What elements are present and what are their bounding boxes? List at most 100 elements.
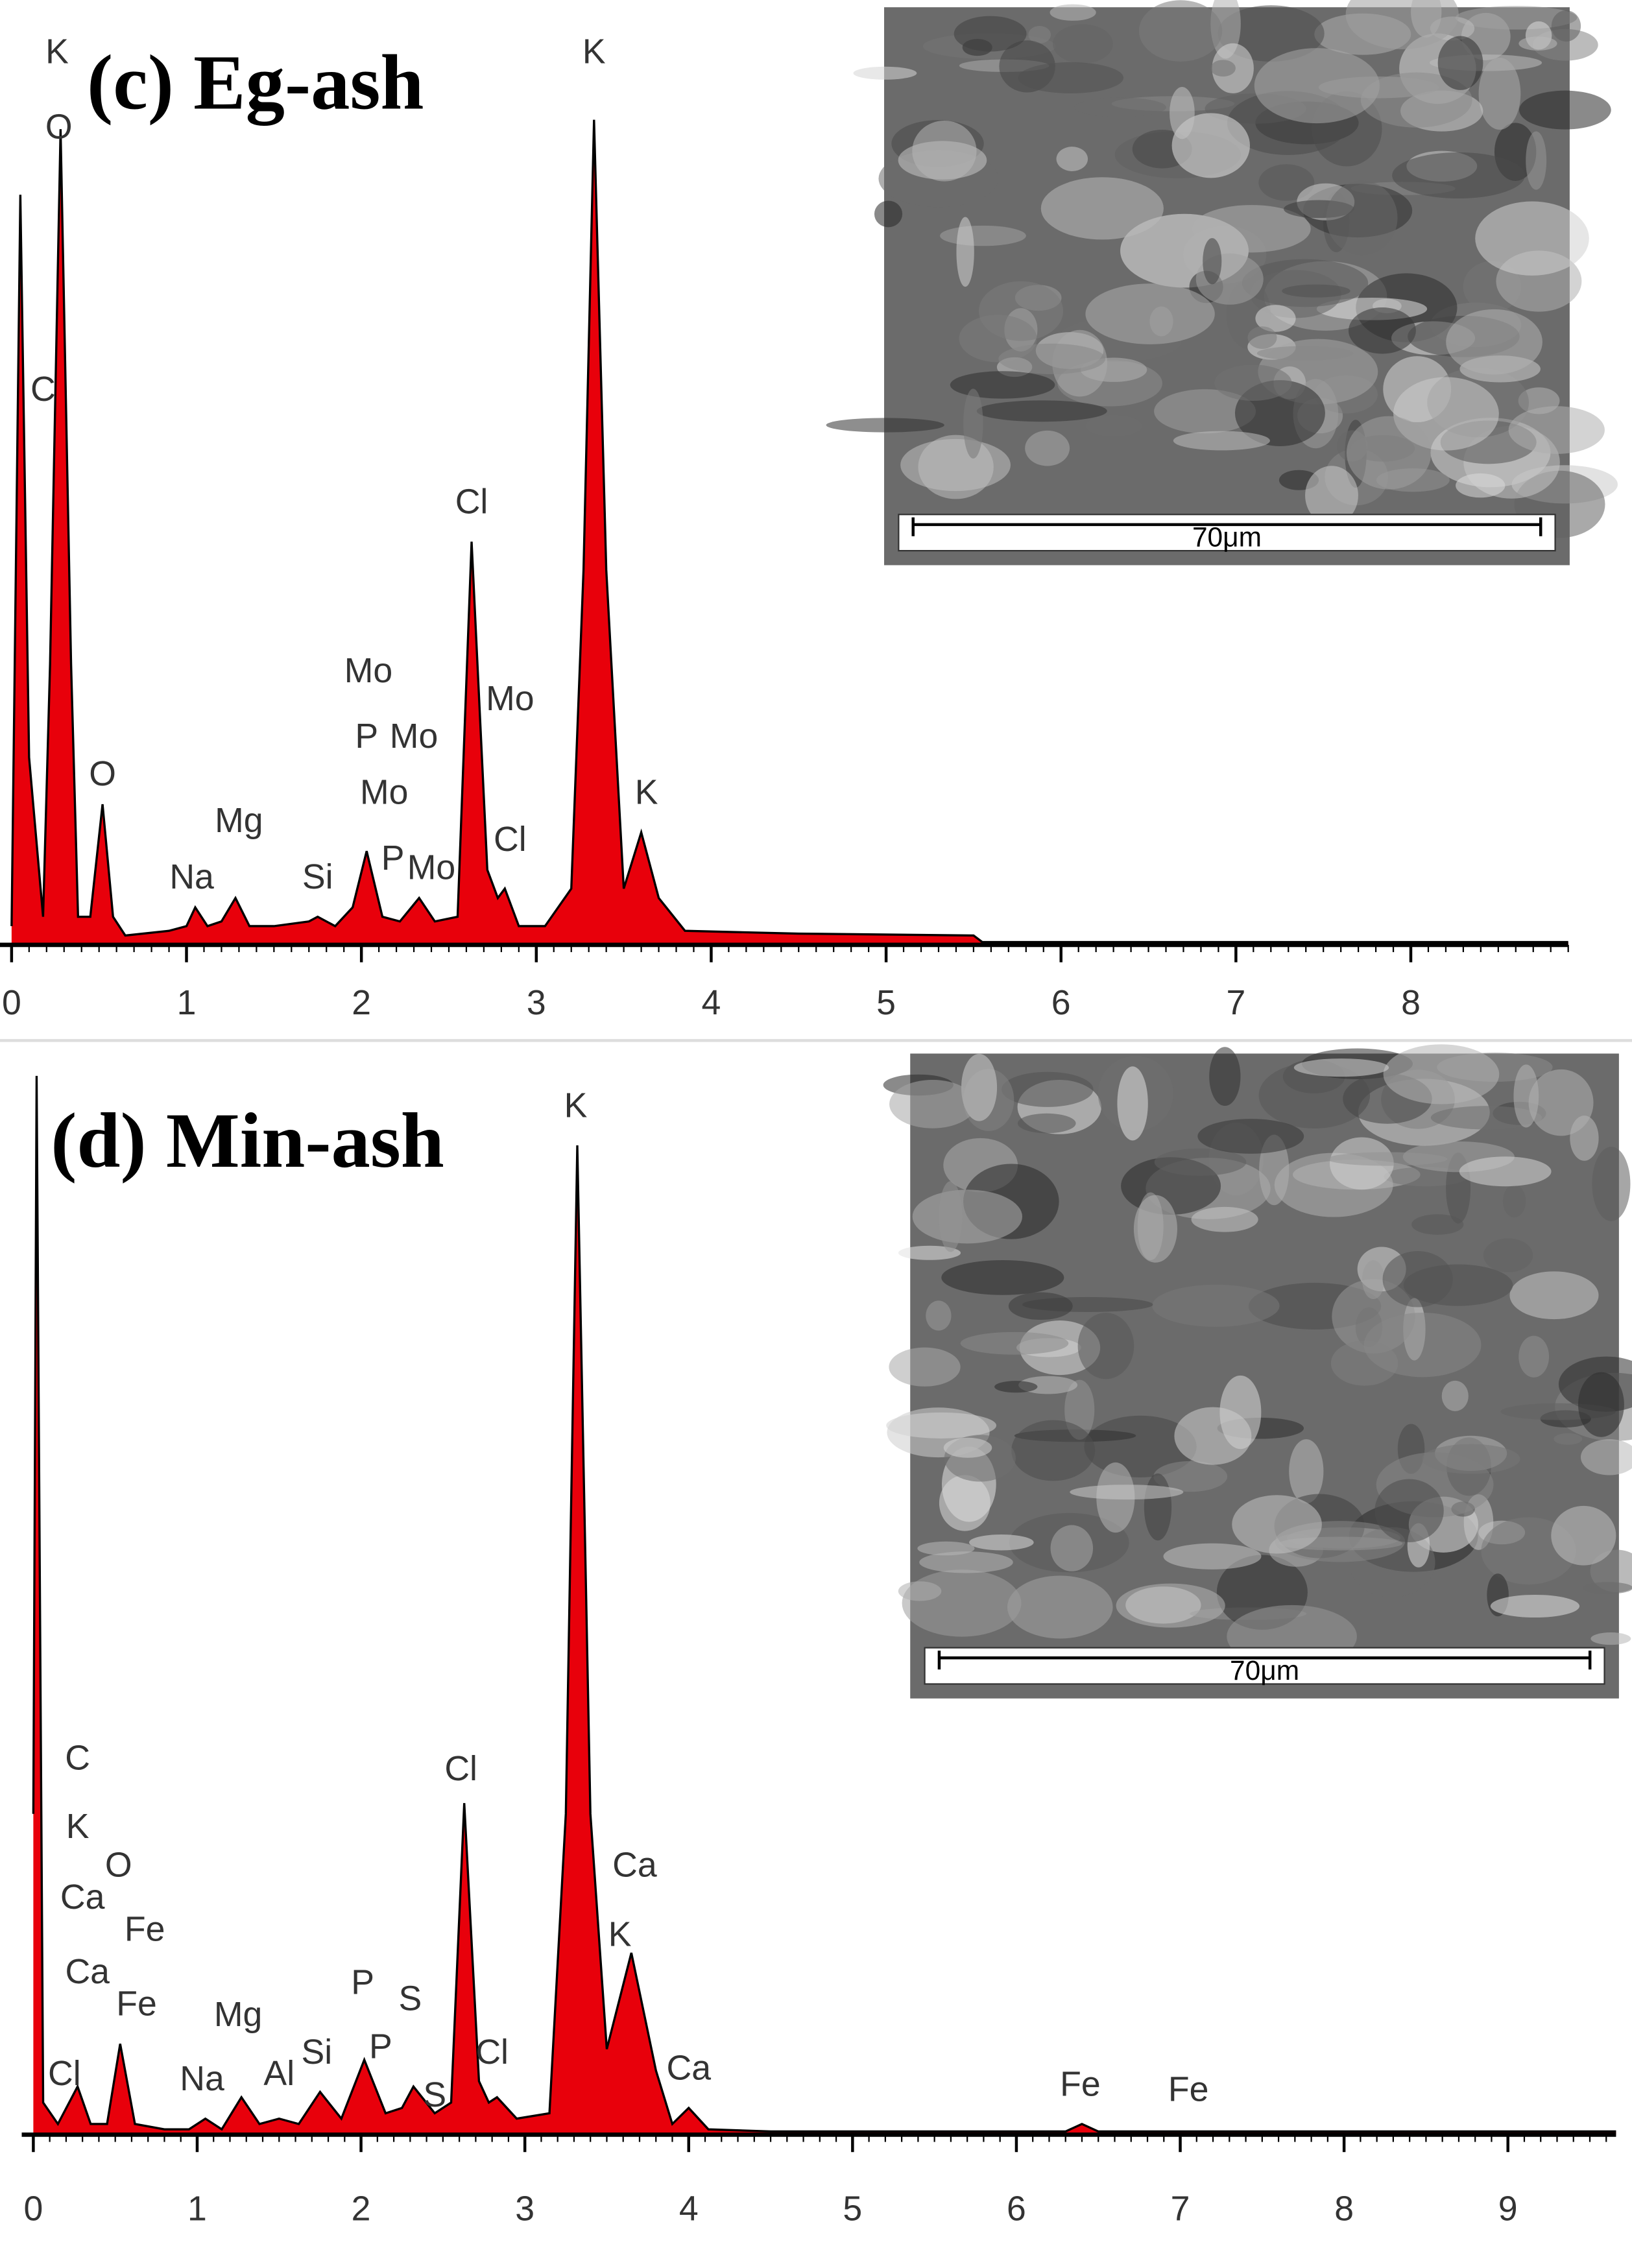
- sem-texture: [940, 225, 1026, 246]
- sem-texture: [902, 1570, 1022, 1637]
- peak-label: K: [564, 1086, 588, 1125]
- sem-texture: [1326, 1152, 1448, 1166]
- x-tick-label: 2: [352, 983, 371, 1022]
- sem-texture: [898, 1581, 942, 1601]
- sem-texture: [1154, 389, 1256, 434]
- sem-texture: [998, 343, 1106, 374]
- x-tick-label: 3: [527, 983, 546, 1022]
- x-tick-label: 2: [352, 2189, 371, 2228]
- sem-texture: [1363, 1312, 1482, 1378]
- sem-texture: [1258, 164, 1315, 201]
- sem-texture: [898, 1245, 961, 1260]
- peak-label: O: [45, 107, 73, 146]
- sem-texture: [1459, 1156, 1552, 1187]
- peak-label: P: [351, 1963, 374, 2002]
- sem-texture: [1074, 97, 1166, 117]
- sem-texture: [853, 66, 917, 80]
- peak-label: P: [369, 2027, 392, 2066]
- sem-texture: [1214, 364, 1292, 401]
- x-tick-label: 8: [1401, 983, 1421, 1022]
- sem-texture: [1153, 1461, 1228, 1492]
- peak-label: Si: [302, 2033, 333, 2071]
- sem-texture: [1478, 58, 1521, 130]
- peak-label: O: [89, 754, 116, 793]
- sem-texture: [1362, 1260, 1385, 1299]
- x-tick-label: 6: [1007, 2189, 1026, 2228]
- sem-texture: [1282, 284, 1350, 298]
- sem-texture: [1293, 1058, 1389, 1077]
- chart-title: (d) Min-ash: [51, 1097, 444, 1184]
- sem-texture: [1590, 1632, 1631, 1645]
- sem-texture: [1446, 309, 1542, 375]
- peak-label: Fe: [116, 1985, 157, 2023]
- sem-texture: [1197, 1119, 1304, 1154]
- x-tick-label: 8: [1334, 2189, 1354, 2228]
- sem-texture: [1053, 24, 1113, 64]
- sem-texture: [1508, 406, 1605, 454]
- peak-label: Mg: [214, 1995, 262, 2034]
- sem-texture: [1116, 1583, 1225, 1628]
- sem-texture: [1138, 0, 1223, 62]
- x-tick-label: 4: [702, 983, 721, 1022]
- sem-texture: [1551, 1505, 1616, 1566]
- spectrum-line: [10, 119, 1568, 944]
- peak-label: Fe: [1168, 2070, 1209, 2109]
- peak-label: O: [105, 1845, 132, 1884]
- peak-label: K: [608, 1915, 632, 1954]
- sem-texture: [1526, 131, 1547, 190]
- sem-texture: [1170, 87, 1195, 139]
- peak-label: Ca: [60, 1878, 105, 1916]
- sem-texture: [954, 16, 1027, 52]
- sem-texture: [918, 435, 994, 499]
- x-tick-label: 4: [679, 2189, 699, 2228]
- peak-label: Na: [169, 857, 214, 896]
- peak-label: Cl: [455, 483, 488, 521]
- sem-texture: [1580, 1439, 1632, 1475]
- sem-texture: [1437, 36, 1483, 90]
- peak-label: Cl: [494, 820, 527, 859]
- sem-texture: [1210, 60, 1236, 77]
- sem-texture: [1149, 306, 1173, 337]
- sem-texture: [1578, 1372, 1624, 1437]
- sem-texture: [1247, 326, 1277, 349]
- sem-texture: [976, 400, 1107, 422]
- sem-texture: [978, 281, 1064, 341]
- sem-texture: [1383, 1044, 1500, 1104]
- sem-texture: [994, 1381, 1038, 1393]
- peak-label: K: [635, 773, 658, 812]
- peak-label: Ca: [65, 1952, 110, 1991]
- peak-label: P: [355, 717, 378, 756]
- sem-texture: [1086, 415, 1142, 436]
- sem-texture: [1382, 1251, 1453, 1307]
- peak-label: K: [66, 1807, 90, 1846]
- peak-label: Si: [302, 857, 333, 896]
- peak-label: Al: [263, 2054, 294, 2093]
- peak-label: P: [381, 839, 405, 877]
- peak-label: C: [65, 1738, 90, 1777]
- sem-texture: [1411, 1214, 1464, 1235]
- peak-label: S: [423, 2075, 446, 2114]
- sem-texture: [1346, 416, 1432, 490]
- sem-texture: [1456, 473, 1506, 498]
- sem-texture: [1203, 238, 1222, 285]
- sem-texture: [1152, 1284, 1280, 1327]
- sem-texture: [889, 1347, 961, 1387]
- sem-texture: [826, 418, 944, 433]
- peak-label: Cl: [475, 2033, 509, 2071]
- sem-texture: [1441, 1380, 1469, 1411]
- sem-texture: [1017, 1113, 1076, 1134]
- sem-texture: [1509, 1271, 1599, 1320]
- sem-texture: [1028, 26, 1051, 44]
- sem-texture: [1455, 6, 1578, 30]
- sem-texture: [1163, 1543, 1262, 1570]
- sem-texture: [889, 1080, 976, 1128]
- x-tick-label: 5: [843, 2189, 862, 2228]
- sem-texture: [1519, 90, 1611, 130]
- sem-texture: [969, 1534, 1034, 1551]
- sem-texture: [963, 388, 983, 459]
- sem-texture: [919, 1551, 1013, 1573]
- sem-texture: [1490, 1594, 1580, 1618]
- x-tick-label: 0: [2, 983, 21, 1022]
- peak-label: Mo: [486, 679, 534, 718]
